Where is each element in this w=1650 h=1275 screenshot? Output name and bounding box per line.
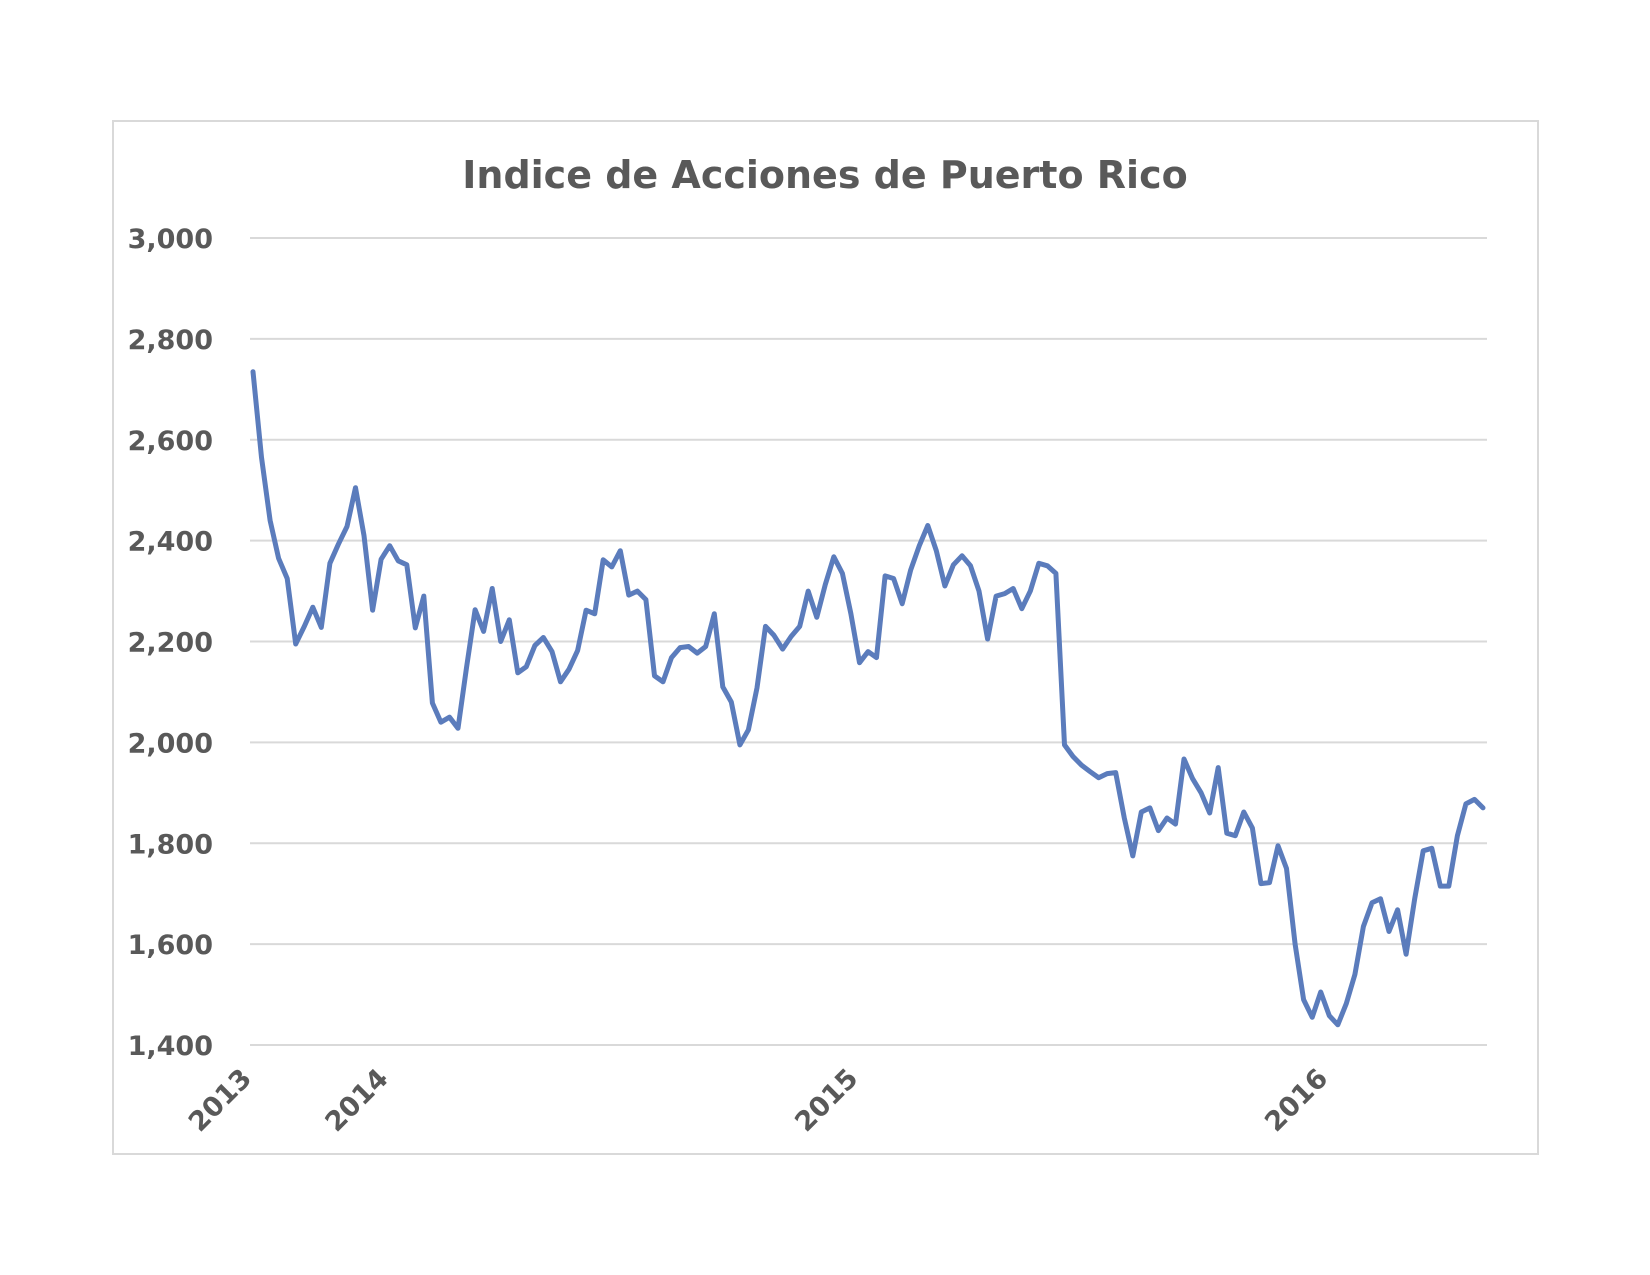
y-tick-label: 1,800 (128, 829, 213, 860)
y-tick-label: 1,400 (128, 1031, 213, 1062)
y-tick-label: 3,000 (128, 224, 213, 255)
x-tick-label: 2014 (320, 1063, 395, 1138)
x-axis-ticks: 2013 2014 2015 2016 (183, 1063, 1334, 1138)
y-tick-label: 2,200 (128, 628, 213, 659)
y-tick-label: 1,600 (128, 930, 213, 961)
chart-title: Indice de Acciones de Puerto Rico (462, 153, 1187, 197)
y-tick-label: 2,000 (128, 728, 213, 759)
x-tick-label: 2015 (789, 1063, 864, 1138)
y-tick-label: 2,400 (128, 527, 213, 558)
x-tick-label: 2016 (1259, 1063, 1334, 1138)
x-tick-label: 2013 (183, 1063, 258, 1138)
y-tick-label: 2,600 (128, 426, 213, 457)
y-tick-label: 2,800 (128, 325, 213, 356)
gridlines (250, 237, 1487, 1046)
series-layer (250, 369, 1486, 1028)
series-line (250, 369, 1486, 1028)
y-axis-ticks: 1,400 1,600 1,800 2,000 2,200 2,400 2,600 2,800… (128, 224, 213, 1062)
